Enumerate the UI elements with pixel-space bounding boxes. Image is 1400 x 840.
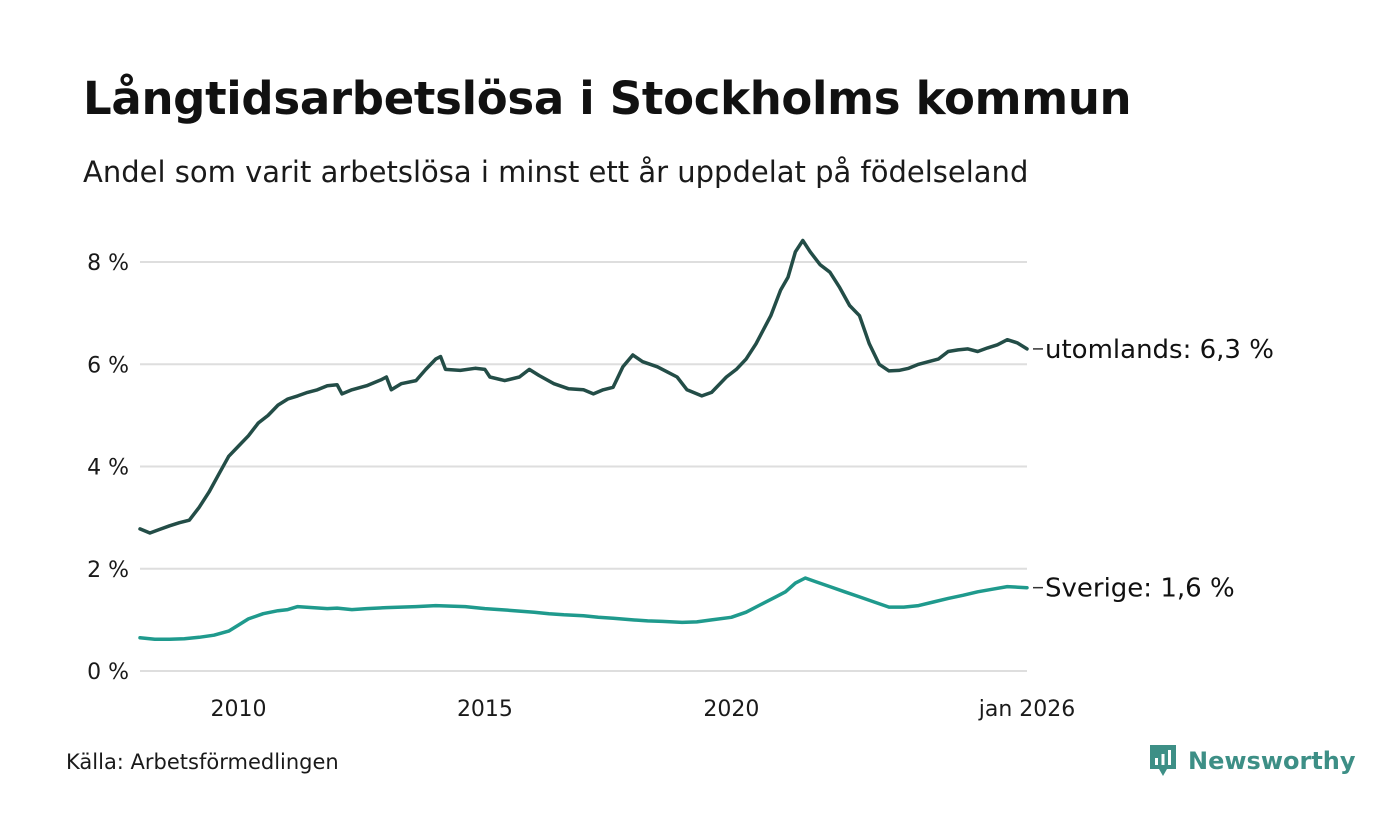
y-axis-ticks: 0 % 2 % 4 % 6 % 8 % [87, 251, 129, 685]
y-tick-label: 6 % [87, 353, 129, 378]
y-tick-label: 4 % [87, 456, 129, 481]
y-tick-label: 2 % [87, 558, 129, 583]
chart-title: Långtidsarbetslösa i Stockholms kommun [83, 72, 1132, 125]
series-line-utomlands [138, 238, 1029, 535]
end-labels: utomlands: 6,3 % Sverige: 1,6 % [1033, 335, 1274, 604]
y-tick-label: 0 % [87, 660, 129, 685]
end-label-utomlands: utomlands: 6,3 % [1045, 335, 1274, 365]
x-tick-label: 2020 [703, 697, 759, 722]
end-label-sverige: Sverige: 1,6 % [1045, 574, 1235, 604]
series-lines [138, 238, 1029, 642]
newsworthy-logo-icon [1150, 745, 1176, 776]
x-tick-label: 2010 [211, 697, 267, 722]
series-line-sverige [138, 576, 1029, 642]
brand-logo: Newsworthy [1148, 743, 1356, 779]
y-tick-label: 8 % [87, 251, 129, 276]
x-axis-ticks: 2010 2015 2020 jan 2026 [211, 697, 1076, 722]
x-tick-label: jan 2026 [978, 697, 1076, 722]
chart-subtitle: Andel som varit arbetslösa i minst ett å… [83, 155, 1029, 189]
x-tick-label: 2015 [457, 697, 513, 722]
grid [140, 261, 1027, 672]
source-note: Källa: Arbetsförmedlingen [66, 750, 339, 774]
brand-name: Newsworthy [1188, 747, 1356, 775]
